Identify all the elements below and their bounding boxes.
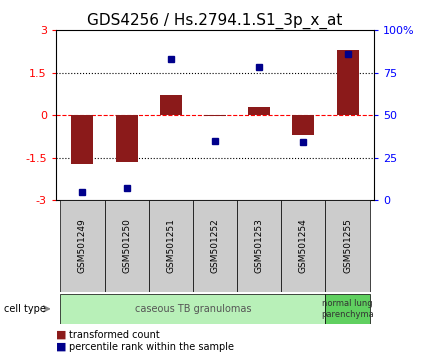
Bar bbox=[204, 115, 226, 116]
FancyBboxPatch shape bbox=[281, 200, 326, 292]
Text: percentile rank within the sample: percentile rank within the sample bbox=[69, 342, 234, 352]
FancyBboxPatch shape bbox=[104, 200, 149, 292]
Text: GSM501252: GSM501252 bbox=[211, 219, 219, 273]
FancyBboxPatch shape bbox=[60, 294, 326, 324]
Bar bbox=[116, 115, 138, 162]
Text: normal lung
parenchyma: normal lung parenchyma bbox=[321, 299, 374, 319]
FancyBboxPatch shape bbox=[60, 200, 104, 292]
Text: caseous TB granulomas: caseous TB granulomas bbox=[135, 304, 251, 314]
FancyBboxPatch shape bbox=[326, 200, 370, 292]
Bar bbox=[248, 107, 270, 115]
Text: transformed count: transformed count bbox=[69, 330, 160, 339]
Bar bbox=[337, 50, 359, 115]
FancyBboxPatch shape bbox=[149, 200, 193, 292]
Text: cell type: cell type bbox=[4, 304, 46, 314]
Text: GSM501255: GSM501255 bbox=[343, 218, 352, 274]
Text: ■: ■ bbox=[56, 330, 66, 339]
Text: GSM501254: GSM501254 bbox=[299, 219, 308, 273]
Text: GSM501250: GSM501250 bbox=[122, 218, 131, 274]
Title: GDS4256 / Hs.2794.1.S1_3p_x_at: GDS4256 / Hs.2794.1.S1_3p_x_at bbox=[87, 12, 343, 29]
Text: GSM501253: GSM501253 bbox=[255, 218, 264, 274]
FancyBboxPatch shape bbox=[193, 200, 237, 292]
Text: GSM501251: GSM501251 bbox=[166, 218, 175, 274]
FancyBboxPatch shape bbox=[326, 294, 370, 324]
Text: GSM501249: GSM501249 bbox=[78, 219, 87, 273]
Text: ■: ■ bbox=[56, 342, 66, 352]
Bar bbox=[160, 95, 182, 115]
FancyBboxPatch shape bbox=[237, 200, 281, 292]
Bar bbox=[292, 115, 314, 135]
Bar bbox=[71, 115, 93, 164]
